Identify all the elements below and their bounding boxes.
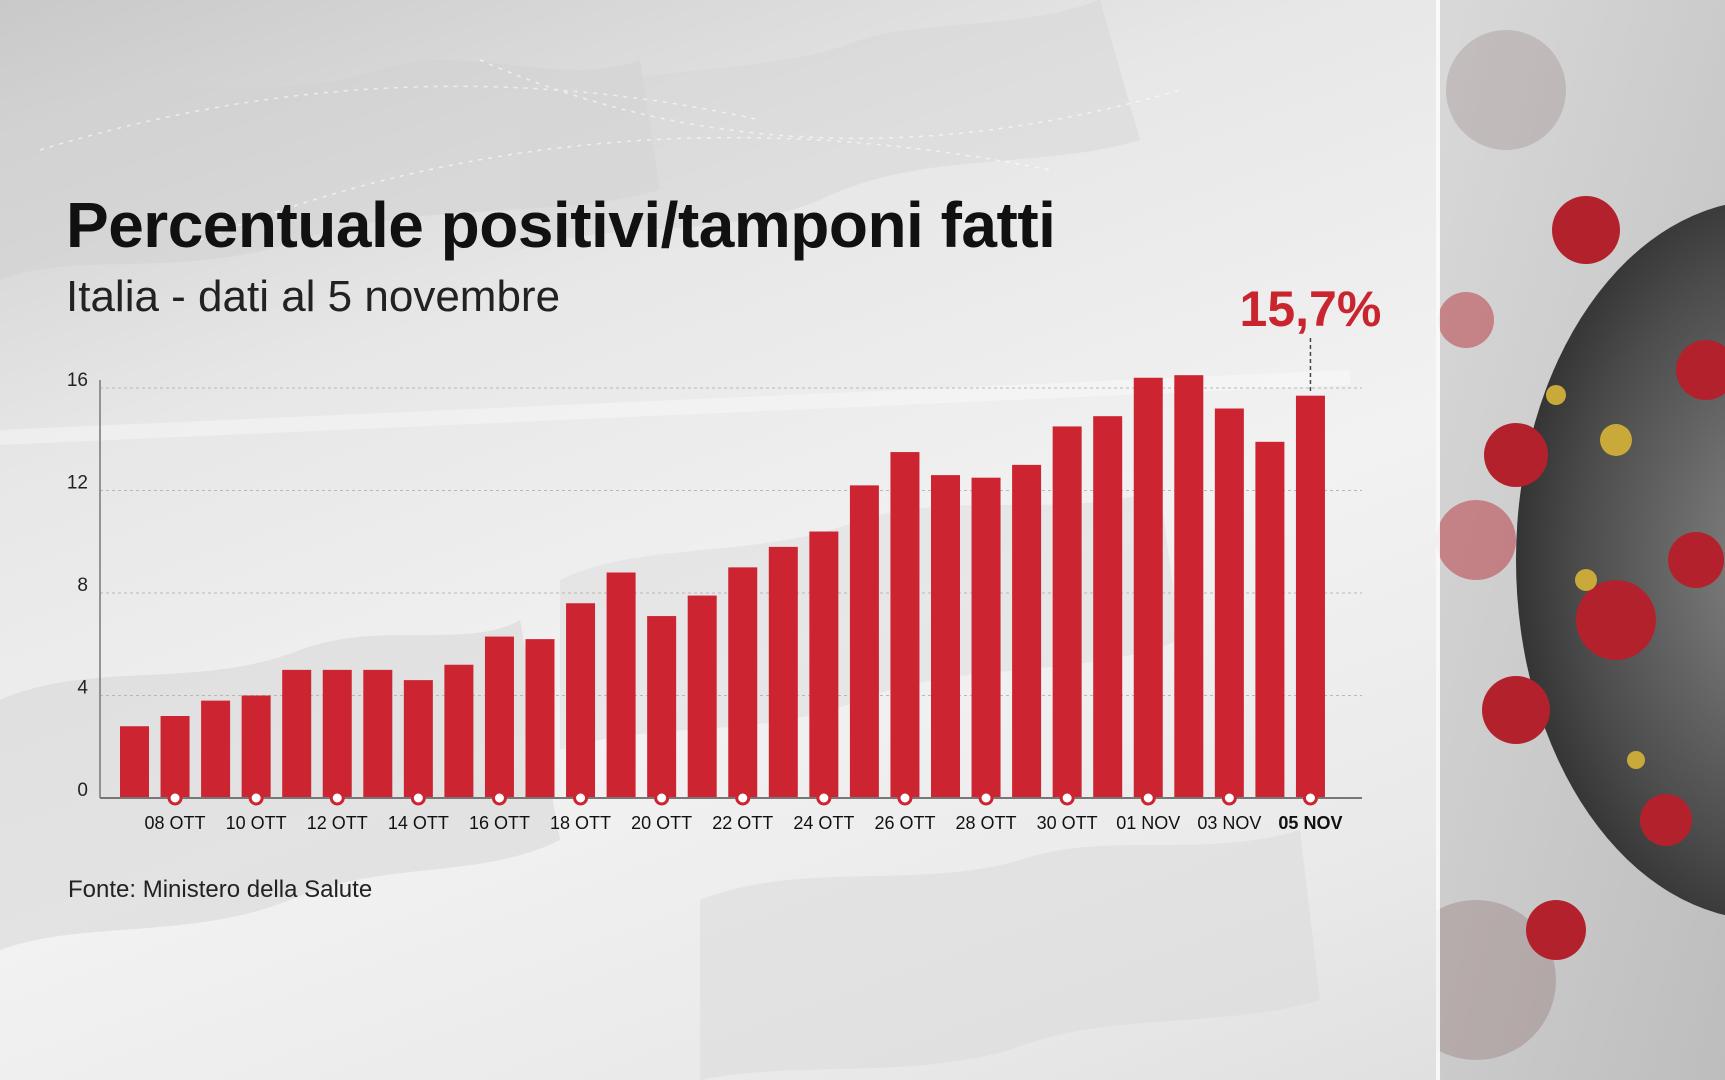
x-tick-marker <box>978 790 994 806</box>
x-tick-label: 12 OTT <box>307 813 368 833</box>
bar <box>1214 408 1244 798</box>
x-tick-marker <box>1059 790 1075 806</box>
x-tick-label: 28 OTT <box>956 813 1017 833</box>
x-tick-label: 30 OTT <box>1037 813 1098 833</box>
bar <box>728 567 758 798</box>
annotation-label: 15,7% <box>1240 281 1382 337</box>
bar <box>1174 375 1204 798</box>
x-tick-label: 03 NOV <box>1197 813 1261 833</box>
coronavirus-illustration <box>1436 0 1725 1080</box>
bar <box>1255 441 1285 798</box>
x-tick-label: 08 OTT <box>145 813 206 833</box>
chart-subtitle: Italia - dati al 5 novembre <box>66 272 561 321</box>
x-tick-marker <box>167 790 183 806</box>
bar <box>241 695 271 798</box>
x-tick-marker <box>735 790 751 806</box>
y-tick-label: 0 <box>77 780 88 801</box>
bar-chart: 0 4 8 12 16 08 OTT 10 OTT 12 OTT 14 OTT 16 OTT 18 … <box>67 281 1382 833</box>
bar <box>890 452 920 798</box>
bar <box>606 572 636 798</box>
source-note: Fonte: Ministero della Salute <box>68 876 373 903</box>
x-tick-marker <box>1302 790 1318 806</box>
x-tick-label: 20 OTT <box>631 813 692 833</box>
bar <box>525 639 555 798</box>
bar <box>120 726 149 798</box>
x-tick-marker <box>491 790 507 806</box>
chart-title: Percentuale positivi/tamponi fatti <box>66 189 1056 261</box>
bar <box>282 669 312 798</box>
x-tick-label: 18 OTT <box>550 813 611 833</box>
x-tick-marker <box>410 790 426 806</box>
x-tick-label: 14 OTT <box>388 813 449 833</box>
bar <box>1295 395 1325 798</box>
bar <box>647 616 677 798</box>
x-tick-label-highlight: 05 NOV <box>1278 813 1342 833</box>
bar <box>1012 464 1042 798</box>
x-tick-marker <box>897 790 913 806</box>
x-tick-marker <box>654 790 670 806</box>
bar <box>1093 416 1123 798</box>
bar <box>484 636 514 798</box>
y-tick-label: 16 <box>67 370 88 391</box>
y-tick-label: 12 <box>67 473 88 494</box>
bar <box>363 669 393 798</box>
x-tick-marker <box>573 790 589 806</box>
bar <box>687 595 717 798</box>
x-tick-label: 24 OTT <box>793 813 854 833</box>
bar <box>444 664 474 798</box>
x-tick-marker <box>816 790 832 806</box>
y-tick-label: 8 <box>77 575 88 596</box>
x-tick-label: 26 OTT <box>874 813 935 833</box>
x-tick-label: 10 OTT <box>226 813 287 833</box>
bar <box>768 546 798 798</box>
bar <box>403 680 433 798</box>
x-tick-marker <box>1221 790 1237 806</box>
bar <box>1133 377 1163 798</box>
bar <box>849 485 879 798</box>
bar <box>809 531 839 798</box>
bar <box>160 716 190 798</box>
bar <box>322 669 352 798</box>
bar <box>931 475 960 798</box>
y-tick-label: 4 <box>77 678 88 699</box>
x-tick-label: 01 NOV <box>1116 813 1180 833</box>
bar <box>566 603 596 798</box>
bar <box>1052 426 1082 798</box>
x-tick-marker <box>329 790 345 806</box>
bar <box>201 700 231 798</box>
bar <box>971 477 1001 798</box>
x-tick-label: 22 OTT <box>712 813 773 833</box>
panel-divider <box>1436 0 1440 1080</box>
x-tick-label: 16 OTT <box>469 813 530 833</box>
x-tick-marker <box>1140 790 1156 806</box>
x-tick-marker <box>248 790 264 806</box>
